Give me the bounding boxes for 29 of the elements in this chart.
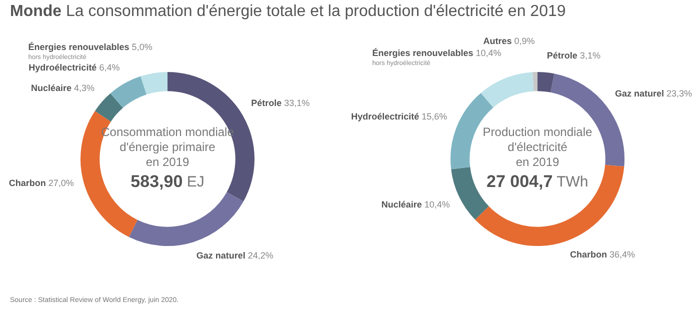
slice-label: Gaz naturel: [196, 250, 246, 261]
data-label: 6,4%: [99, 62, 120, 73]
data-label: 36,4%: [610, 249, 636, 260]
data-label: 15,6%: [422, 112, 448, 122]
slice-label: Hydroélectricité: [351, 112, 420, 122]
data-label: 10,4%: [476, 48, 502, 58]
data-label: 5,0%: [132, 42, 152, 52]
slice-label: Pétrole: [546, 50, 578, 60]
slice-label: Nucléaire: [381, 200, 422, 210]
slice-label: Charbon: [8, 178, 46, 188]
slice-label: Charbon: [570, 249, 608, 260]
slice-label: Gaz naturel: [615, 88, 664, 99]
data-label: 33,1%: [284, 98, 310, 108]
data-label: 23,3%: [666, 88, 692, 99]
slice-label: Hydroélectricité: [28, 62, 97, 73]
data-label: 0,9%: [514, 36, 535, 46]
slice-label: Nucléaire: [31, 83, 72, 94]
slice-label: Autres: [483, 36, 512, 46]
text: 27 004,7 TWh: [486, 172, 588, 192]
text: Production mondiale d'électricité en 2019: [482, 124, 593, 169]
slice-label: Pétrole: [251, 98, 282, 108]
chart-title: Monde: [10, 3, 62, 20]
chart-subtitle: La consommation d'énergie totale et la production d'électricité en 2019: [66, 3, 566, 20]
data-label: 4,3%: [74, 83, 95, 94]
data-label: 10,4%: [424, 200, 450, 210]
data-label: 24,2%: [248, 250, 274, 261]
data-label: 3,1%: [580, 50, 600, 60]
text: 583,90 EJ: [130, 172, 204, 192]
data-label: 27,0%: [48, 178, 74, 188]
